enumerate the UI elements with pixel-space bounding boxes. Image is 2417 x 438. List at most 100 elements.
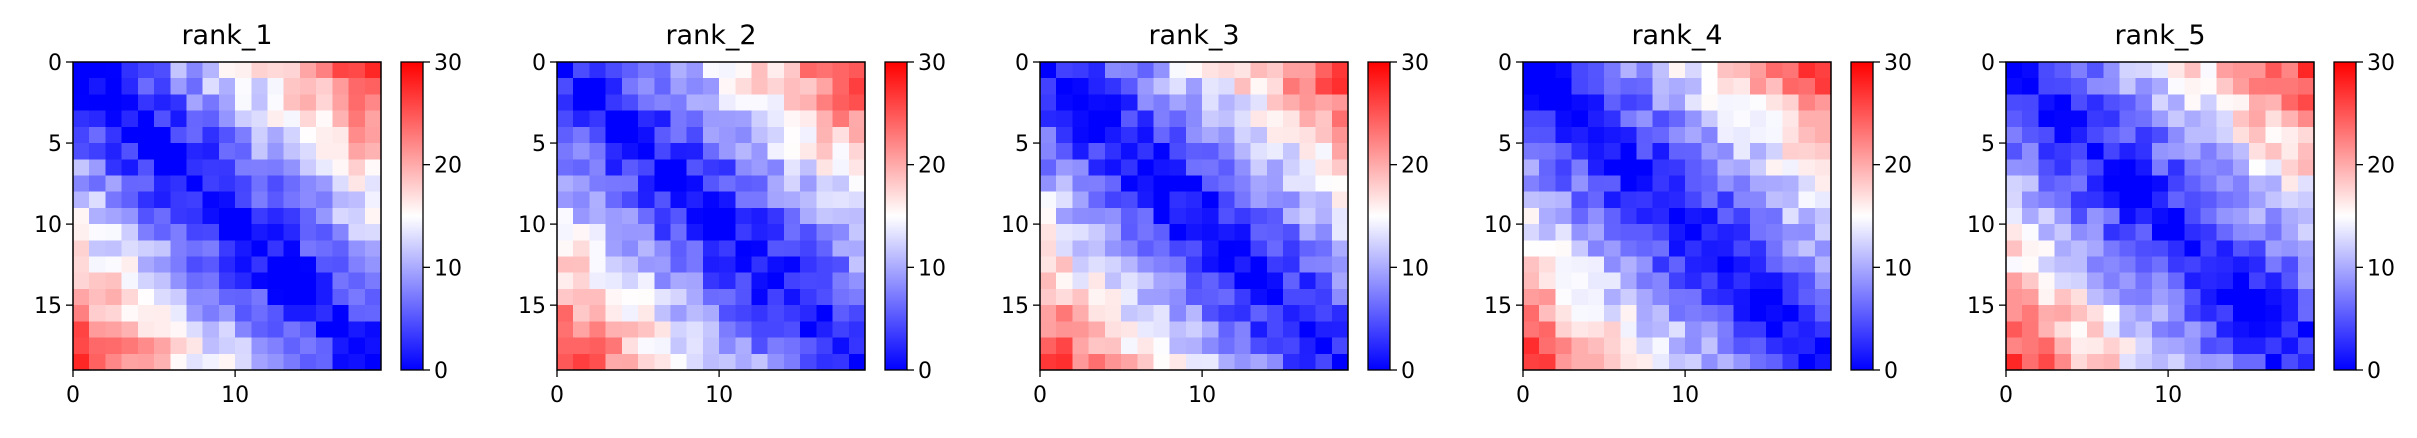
heatmap-cell (2070, 191, 2088, 209)
heatmap-cell (1620, 143, 1638, 160)
heatmap-cell (1153, 191, 1171, 209)
heatmap-cell (816, 337, 834, 355)
heatmap-cell (2184, 175, 2202, 193)
heatmap-cell (1733, 305, 1751, 322)
heatmap-cell (235, 321, 252, 339)
heatmap-cell (1587, 272, 1605, 290)
heatmap-cell (654, 62, 672, 79)
heatmap-cell (783, 175, 801, 193)
heatmap-cell (557, 159, 574, 177)
heatmap-cell (1266, 337, 1284, 355)
heatmap-cell (800, 353, 817, 371)
heatmap-cell (1717, 62, 1735, 79)
heatmap-cell (202, 272, 220, 290)
heatmap-cell (621, 272, 639, 290)
heatmap-cell (1668, 305, 1686, 322)
heatmap-cell (1539, 143, 1557, 160)
heatmap-cell (2265, 159, 2283, 177)
heatmap-cell (1185, 159, 1203, 177)
heatmap-cell (800, 337, 817, 355)
heatmap-cell (121, 159, 139, 177)
heatmap-cell (2087, 256, 2104, 274)
heatmap-cell (105, 288, 123, 306)
heatmap-cell (1604, 305, 1621, 322)
heatmap-cell (73, 159, 90, 177)
heatmap-cell (2151, 353, 2169, 371)
heatmap-cell (137, 143, 155, 160)
heatmap-cell (1668, 256, 1686, 274)
colorbar-tick-label: 20 (918, 154, 946, 179)
heatmap-cell (751, 272, 769, 290)
heatmap-cell (1766, 353, 1783, 371)
heatmap-cell (1283, 353, 1300, 371)
heatmap-cell (1202, 62, 1219, 79)
heatmap-cell (1218, 159, 1236, 177)
heatmap-cell (1749, 175, 1767, 193)
heatmap-cell (719, 240, 736, 258)
heatmap-cell (235, 143, 252, 160)
heatmap-cell (137, 78, 155, 96)
heatmap-cell (1620, 337, 1638, 355)
heatmap-cell (800, 175, 817, 193)
heatmap-cell (2200, 175, 2218, 193)
heatmap-cell (1733, 110, 1751, 128)
heatmap-cell (1749, 110, 1767, 128)
heatmap-cell (2087, 159, 2104, 177)
heatmap-cell (783, 143, 801, 160)
heatmap-cell (832, 224, 850, 241)
heatmap-cell (719, 272, 736, 290)
heatmap-cell (1523, 78, 1540, 96)
heatmap-cell (235, 62, 252, 79)
heatmap-cell (816, 288, 834, 306)
heatmap-cell (2087, 337, 2104, 355)
heatmap-cell (332, 62, 350, 79)
heatmap-cell (1299, 256, 1317, 274)
axes-frame (72, 61, 382, 371)
heatmap-cell (137, 353, 155, 371)
heatmap-cell (2038, 240, 2056, 258)
heatmap-cell (299, 191, 317, 209)
heatmap-cell (105, 110, 123, 128)
heatmap-cell (2135, 110, 2153, 128)
heatmap-cell (1234, 62, 1252, 79)
heatmap-cell (1701, 94, 1719, 112)
heatmap-cell (1685, 94, 1702, 112)
heatmap-cell (154, 175, 171, 193)
heatmap-cell (1234, 78, 1252, 96)
heatmap-cell (670, 305, 688, 322)
heatmap-cell (2135, 240, 2153, 258)
heatmap-cell (1636, 191, 1654, 209)
heatmap-cell (121, 78, 139, 96)
heatmap-cell (1555, 126, 1573, 144)
heatmap-cell (364, 305, 382, 322)
heatmap-cell (186, 110, 204, 128)
heatmap-cell (589, 207, 607, 225)
heatmap-cell (1814, 305, 1832, 322)
heatmap-cell (235, 353, 252, 371)
heatmap-cell (348, 191, 366, 209)
heatmap-cell (2184, 207, 2202, 225)
heatmap-cell (2232, 353, 2250, 371)
heatmap-cell (1169, 256, 1187, 274)
heatmap-cell (848, 207, 866, 225)
heatmap-cell (2087, 143, 2104, 160)
heatmap-cell (605, 62, 623, 79)
heatmap-cell (2281, 256, 2299, 274)
heatmap-cell (1620, 224, 1638, 241)
heatmap-cell (348, 353, 366, 371)
heatmap-cell (702, 256, 720, 274)
heatmap-cell (1218, 240, 1236, 258)
heatmap-cell (186, 78, 204, 96)
heatmap-cell (2216, 191, 2234, 209)
heatmap-cell (589, 143, 607, 160)
heatmap-cell (283, 94, 301, 112)
heatmap-cell (1555, 110, 1573, 128)
colorbar-tick-label: 20 (1401, 154, 1429, 179)
heatmap-cell (638, 78, 655, 96)
heatmap-cell (800, 191, 817, 209)
heatmap-cell (186, 62, 204, 79)
heatmap-cell (2281, 110, 2299, 128)
heatmap-cell (1636, 143, 1654, 160)
heatmap-cell (2168, 272, 2185, 290)
heatmap-cell (1587, 207, 1605, 225)
